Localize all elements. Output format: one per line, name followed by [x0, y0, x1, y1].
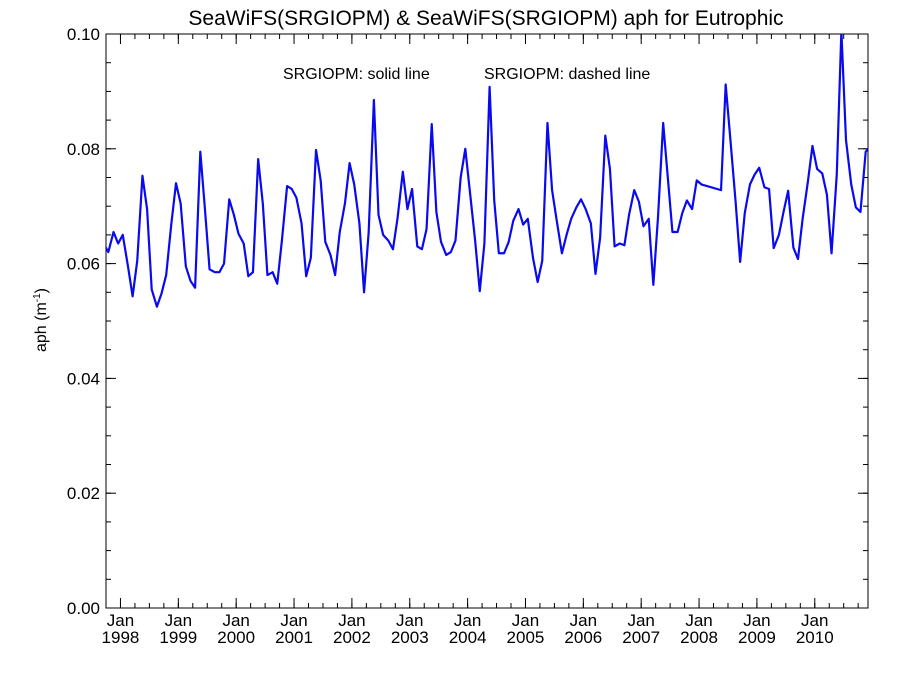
x-tick-month: Jan [222, 611, 249, 630]
x-tick-year: 2010 [796, 628, 834, 647]
y-axis-label-text: aph (m [33, 302, 50, 352]
y-tick-label: 0.10 [67, 25, 100, 44]
x-tick-month: Jan [107, 611, 134, 630]
x-tick-year: 2005 [507, 628, 545, 647]
series-line-0 [106, 34, 868, 308]
plot-frame [105, 33, 869, 609]
svg-text:aph (m-1): aph (m-1) [32, 288, 50, 352]
annotation-solid: SRGIOPM: solid line [283, 66, 430, 83]
y-tick-label: 0.06 [67, 255, 100, 274]
x-tick-year: 1998 [102, 628, 140, 647]
chart-title: SeaWiFS(SRGIOPM) & SeaWiFS(SRGIOPM) aph … [188, 7, 783, 30]
x-tick-month: Jan [685, 611, 712, 630]
x-tick-month: Jan [512, 611, 539, 630]
x-tick-year: 2008 [680, 628, 718, 647]
annotation-dashed: SRGIOPM: dashed line [484, 66, 650, 83]
x-tick-month: Jan [454, 611, 481, 630]
y-tick-label: 0.00 [67, 599, 100, 618]
x-tick-month: Jan [165, 611, 192, 630]
y-tick-label: 0.04 [67, 369, 100, 388]
y-axis-label: aph (m-1) [32, 288, 50, 352]
x-tick-month: Jan [570, 611, 597, 630]
y-axis-label-close: ) [33, 288, 50, 293]
y-tick-label: 0.02 [67, 484, 100, 503]
x-tick-year: 1999 [159, 628, 197, 647]
x-tick-year: 2006 [564, 628, 602, 647]
y-tick-label: 0.08 [67, 140, 100, 159]
x-tick-month: Jan [280, 611, 307, 630]
x-tick-year: 2007 [622, 628, 660, 647]
x-tick-year: 2001 [275, 628, 313, 647]
x-tick-year: 2003 [391, 628, 429, 647]
y-axis-label-unit: -1 [32, 293, 43, 302]
x-tick-year: 2000 [217, 628, 255, 647]
x-tick-month: Jan [627, 611, 654, 630]
x-tick-year: 2002 [333, 628, 371, 647]
x-tick-month: Jan [801, 611, 828, 630]
y-ticks: 0.00 0.02 0.04 0.06 0.08 0.10 [67, 25, 868, 618]
x-tick-month: Jan [338, 611, 365, 630]
x-ticks: Jan1998Jan1999Jan2000Jan2001Jan2002Jan20… [102, 34, 859, 647]
series-group [106, 34, 868, 308]
x-tick-month: Jan [743, 611, 770, 630]
x-tick-month: Jan [396, 611, 423, 630]
x-tick-year: 2009 [738, 628, 776, 647]
x-tick-year: 2004 [449, 628, 487, 647]
